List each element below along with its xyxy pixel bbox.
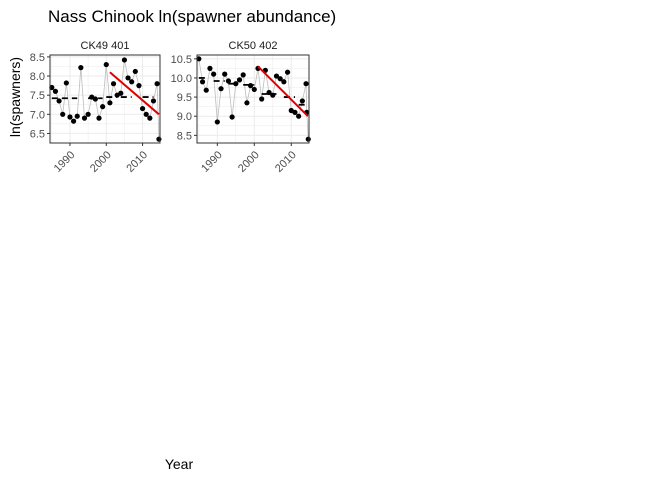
trend-line xyxy=(257,65,309,117)
data-point xyxy=(222,71,228,77)
y-tick-label: 10.0 xyxy=(171,73,192,85)
data-point xyxy=(92,96,98,102)
data-point xyxy=(244,100,250,106)
data-point xyxy=(292,109,298,115)
panel-border xyxy=(196,54,310,144)
data-point xyxy=(121,57,128,63)
data-point xyxy=(67,114,73,120)
data-point xyxy=(81,115,88,121)
data-point xyxy=(203,87,209,93)
data-point xyxy=(56,98,62,104)
data-point xyxy=(52,88,59,94)
strip-label: CK49 401 xyxy=(81,40,130,52)
x-tick-label: 2010 xyxy=(273,149,299,175)
data-point xyxy=(207,65,213,71)
data-point xyxy=(270,92,276,98)
data-point xyxy=(296,113,302,119)
data-point xyxy=(214,119,220,125)
data-point xyxy=(277,76,283,82)
data-point xyxy=(218,86,224,92)
data-point xyxy=(305,136,311,142)
y-tick-label: 8.0 xyxy=(30,71,45,83)
data-point xyxy=(156,136,162,142)
y-tick-label: 8.5 xyxy=(177,130,192,142)
x-tick-label: 2000 xyxy=(88,149,114,175)
trend-line xyxy=(109,71,160,116)
y-tick-label: 9.5 xyxy=(177,92,192,104)
data-point xyxy=(147,115,153,121)
data-point xyxy=(74,113,80,119)
chart-title: Nass Chinook ln(spawner abundance) xyxy=(48,7,336,26)
data-point xyxy=(251,86,257,93)
data-point xyxy=(303,81,309,87)
data-point xyxy=(60,111,66,117)
data-point xyxy=(129,79,135,85)
data-point xyxy=(49,84,55,91)
data-point xyxy=(259,96,265,102)
data-point xyxy=(125,75,131,81)
panel-border xyxy=(49,54,161,144)
data-point xyxy=(78,65,84,71)
y-tick-label: 6.5 xyxy=(30,128,45,140)
x-axis-title: Year xyxy=(165,456,194,472)
data-point xyxy=(281,79,287,85)
data-point xyxy=(118,90,124,96)
data-point xyxy=(110,81,117,87)
data-point xyxy=(240,72,246,78)
facet-panel: CK50 402 8.5 9.0 9.5 10.0 10.5 1990 2000 2010 xyxy=(171,40,311,175)
x-tick-label: 1990 xyxy=(52,149,78,175)
data-point xyxy=(96,115,102,121)
data-point xyxy=(196,56,202,62)
data-point xyxy=(284,69,291,75)
x-tick-label: 2000 xyxy=(236,149,262,175)
x-tick-label: 2010 xyxy=(124,149,150,175)
y-tick-label: 7.5 xyxy=(30,90,45,102)
data-point xyxy=(299,98,305,104)
data-point xyxy=(211,71,217,77)
data-point xyxy=(154,81,160,87)
y-tick-label: 10.5 xyxy=(171,54,192,66)
data-point xyxy=(70,118,77,124)
strip-label: CK50 402 xyxy=(229,40,278,52)
x-tick-label: 1990 xyxy=(199,149,225,175)
data-point xyxy=(236,77,243,83)
data-point xyxy=(225,78,232,84)
data-point xyxy=(132,68,138,75)
data-point xyxy=(136,83,142,89)
data-point xyxy=(199,79,206,85)
data-point xyxy=(100,104,106,110)
data-point xyxy=(103,61,109,68)
facet-panel: CK49 401 6.5 7.0 7.5 8.0 8.5 1990 2000 2010 xyxy=(30,40,162,175)
y-tick-label: 8.5 xyxy=(30,52,45,64)
data-point xyxy=(247,83,254,89)
y-axis-title: ln(spawners) xyxy=(7,57,23,137)
y-tick-label: 9.0 xyxy=(177,111,192,123)
data-point xyxy=(266,89,272,96)
data-point xyxy=(63,80,69,86)
y-tick-label: 7.0 xyxy=(30,109,45,121)
data-point xyxy=(233,81,239,87)
data-point xyxy=(143,111,149,117)
data-point xyxy=(107,100,113,106)
data-point xyxy=(150,98,157,104)
data-point xyxy=(229,114,235,120)
data-point xyxy=(85,111,91,117)
data-point xyxy=(139,105,146,112)
data-point xyxy=(273,73,280,79)
